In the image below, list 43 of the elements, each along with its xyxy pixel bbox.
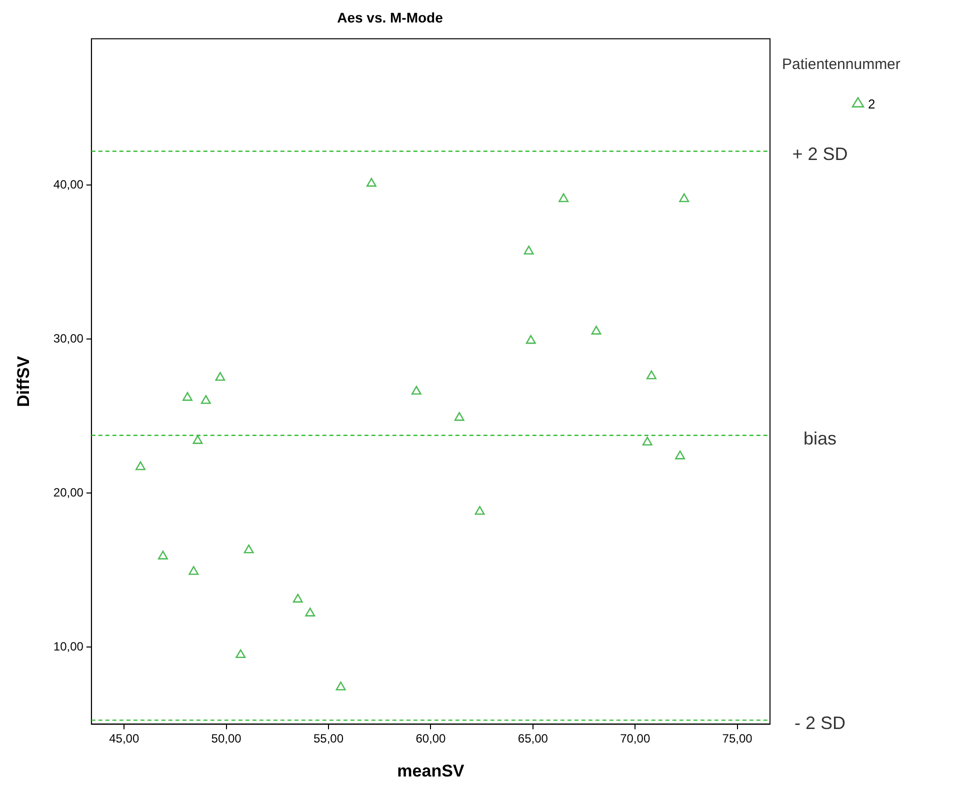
x-tick-label: 60,00	[416, 732, 446, 746]
x-tick-label: 75,00	[722, 732, 753, 746]
point	[646, 370, 656, 380]
point	[200, 395, 211, 404]
point	[136, 461, 146, 470]
x-tick-label: 70,00	[620, 732, 650, 746]
point	[182, 392, 192, 401]
point	[215, 372, 226, 381]
point	[411, 386, 422, 395]
point	[336, 682, 346, 690]
point	[305, 608, 316, 616]
point	[679, 193, 690, 202]
legend-label: 2	[868, 96, 876, 112]
point	[188, 566, 199, 575]
point	[292, 594, 303, 603]
x-tick-label: 65,00	[518, 732, 548, 746]
chart-title: Aes vs. M-Mode	[337, 9, 444, 26]
point	[558, 193, 569, 202]
y-tick-label: 30,00	[53, 331, 84, 346]
y-axis-title: DiffSV	[14, 355, 33, 407]
ref-line-label: bias	[803, 428, 837, 448]
y-tick-label: 10,00	[53, 640, 84, 654]
point	[675, 450, 686, 460]
x-tick-label: 50,00	[211, 732, 242, 746]
point	[244, 544, 254, 554]
point	[526, 335, 536, 344]
point	[454, 412, 464, 421]
point	[236, 649, 246, 658]
y-tick-label: 20,00	[53, 485, 84, 500]
point	[192, 435, 203, 444]
x-tick-label: 55,00	[314, 732, 344, 746]
ref-line-label: - 2 SD	[794, 713, 846, 734]
point	[158, 550, 168, 560]
point	[474, 506, 485, 515]
point	[591, 326, 602, 335]
y-tick-label: 40,00	[53, 177, 84, 192]
ref-line-label: + 2 SD	[792, 144, 848, 164]
point	[524, 246, 534, 254]
point	[366, 178, 376, 187]
point	[642, 436, 652, 446]
x-axis-title: meanSV	[397, 761, 465, 780]
x-tick-label: 45,00	[109, 732, 140, 746]
legend-title: Patientennummer	[782, 56, 900, 73]
